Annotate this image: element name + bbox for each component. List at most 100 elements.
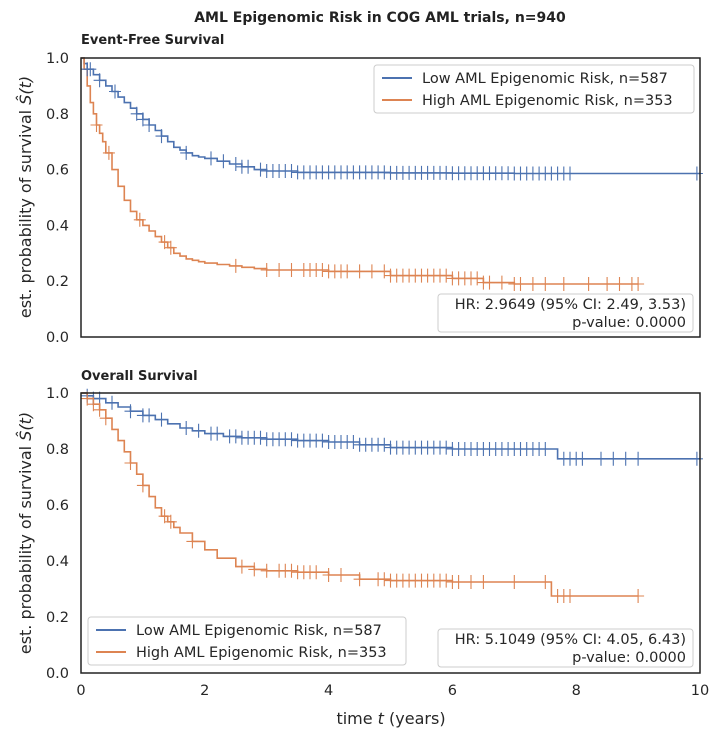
panel-event-free-survival: Event-Free Survival 0.0 0.2 0.4 0.6 0.8 1.0 L… [46,33,703,346]
os-censor-mark [316,433,329,448]
os-censor-mark [158,509,171,524]
efs-legend-label-low: Low AML Epigenomic Risk, n=587 [422,71,668,87]
os-censor-mark [99,411,112,426]
efs-censor-mark [229,258,242,273]
efs-censor-marks [81,62,703,291]
efs-censor-mark [526,277,539,291]
os-censor-mark [235,559,248,574]
os-censor-mark [595,451,607,466]
os-censor-mark [322,568,335,582]
efs-censor-mark [539,277,552,291]
efs-hazard-ratio: HR: 2.9649 (95% CI: 2.49, 3.53) [455,297,686,313]
efs-ytick-label: 0.6 [46,163,69,179]
os-censor-mark [576,451,589,466]
y-axis-label-efs-symbol: Ŝ(t) [16,76,35,105]
os-censor-mark [164,514,177,529]
os-censor-mark [508,575,521,589]
os-censor-mark [378,572,391,587]
figure-title: AML Epigenomic Risk in COG AML trials, n… [194,10,566,26]
os-censor-mark [452,575,465,589]
efs-censor-mark [158,235,171,250]
efs-censor-mark [613,277,626,291]
efs-censor-mark [285,164,298,178]
os-stats: HR: 5.1049 (95% CI: 4.05, 6.43) p-value:… [437,628,694,668]
os-censor-mark [347,435,360,449]
y-axis-label-os-text: est. probability of survival [16,441,35,654]
x-axis-label-unit: (years) [384,709,446,728]
os-censor-mark [335,568,347,582]
efs-censor-mark [164,240,177,255]
os-censor-mark [465,575,477,589]
efs-legend: Low AML Epigenomic Risk, n=587 High AML … [373,64,695,114]
os-censor-mark [81,391,94,406]
efs-censor-mark [205,151,217,166]
efs-censor-mark [483,275,496,290]
efs-ytick-label: 0.8 [46,107,69,123]
efs-p-value: p-value: 0.0000 [572,315,686,331]
os-hazard-ratio: HR: 5.1049 (95% CI: 4.05, 6.43) [455,632,686,648]
os-censor-mark [186,534,199,549]
os-censor-mark [285,432,298,447]
os-ytick-label: 0.4 [46,554,69,570]
x-axis-label-variable: t [378,709,385,728]
panel-title-efs: Event-Free Survival [81,33,224,48]
os-curves [81,392,700,597]
os-censor-mark [440,573,453,588]
os-xtick-label: 0 [76,683,85,699]
efs-stats: HR: 2.9649 (95% CI: 2.49, 3.53) p-value:… [437,293,694,333]
efs-censor-mark [495,275,508,290]
os-censor-mark [124,456,137,470]
efs-censor-mark [133,212,146,227]
efs-censor-mark [582,277,595,291]
efs-censor-mark [514,277,527,291]
os-xtick-label: 2 [200,683,209,699]
os-stats-box [437,628,694,668]
os-km-curve-high [81,392,639,597]
efs-censor-mark [217,154,230,169]
os-ytick-label: 0.2 [46,610,69,626]
efs-ytick-label: 1.0 [46,51,69,67]
os-censor-mark [155,412,168,427]
os-censor-mark [254,430,267,445]
os-censor-mark [285,563,298,578]
efs-censor-mark [632,277,645,291]
os-censor-mark [180,421,193,435]
efs-censor-mark [143,118,156,132]
efs-axis-ticks: 0.0 0.2 0.4 0.6 0.8 1.0 [46,51,69,346]
os-censor-mark [136,478,149,493]
os-ytick-label: 1.0 [46,386,69,402]
efs-censor-mark [353,264,366,279]
os-xtick-label: 10 [691,683,709,699]
efs-legend-label-high: High AML Epigenomic Risk, n=353 [422,93,673,109]
efs-censor-mark [90,118,103,132]
efs-censor-mark [84,62,97,77]
y-axis-label-os: est. probability of survival Ŝ(t) [16,412,35,654]
efs-censor-mark [229,157,242,171]
efs-censor-mark [130,106,143,121]
efs-censor-mark [254,162,267,177]
os-censor-mark [124,404,137,419]
os-ytick-label: 0.0 [46,666,69,682]
y-axis-label-efs: est. probability of survival Ŝ(t) [16,76,35,318]
os-censor-mark [106,395,118,410]
efs-ytick-label: 0.4 [46,218,69,234]
os-legend-label-low: Low AML Epigenomic Risk, n=587 [136,623,382,639]
efs-censor-mark [341,264,354,279]
efs-censor-mark [564,166,576,181]
os-xtick-label: 6 [448,683,457,699]
efs-legend-box [373,64,695,114]
efs-censor-mark [180,145,193,160]
os-censor-mark [619,451,632,466]
os-censor-mark [211,426,224,441]
os-censor-mark [690,451,703,466]
efs-censor-mark [285,263,298,277]
efs-censor-mark [260,263,273,277]
efs-censor-mark [155,129,168,144]
panel-title-os: Overall Survival [81,369,198,384]
os-censor-mark [632,451,645,466]
efs-censor-mark [136,112,149,127]
efs-censor-mark [378,264,391,279]
os-axes-frame [80,392,701,674]
os-censor-mark [248,562,261,577]
os-xtick-label: 8 [572,683,581,699]
